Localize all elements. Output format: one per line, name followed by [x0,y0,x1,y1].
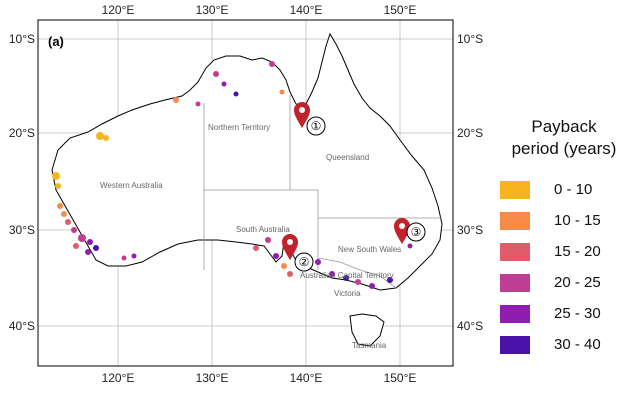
legend-label: 20 - 25 [554,274,601,291]
legend-item: 25 - 30 [500,298,636,329]
map-border [37,19,454,367]
legend-item: 30 - 40 [500,329,636,360]
payback-clusters [52,61,413,289]
x-tick-top: 140°E [290,3,323,17]
legend-item: 15 - 20 [500,236,636,267]
marker-2-label: ② [299,255,310,269]
legend-label: 30 - 40 [554,336,601,353]
legend-swatch [500,304,530,323]
x-tick-bottom: 150°E [384,371,417,385]
legend-rows: 0 - 10 10 - 15 15 - 20 20 - 25 25 - 30 30 - 4… [500,174,636,360]
x-tick-top: 130°E [196,3,229,17]
legend-swatch [500,273,530,292]
legend-item: 0 - 10 [500,174,636,205]
marker-1-label: ① [311,119,322,133]
legend-swatch [500,211,530,230]
y-tick-right: 10°S [457,32,483,46]
legend-label: 15 - 20 [554,243,601,260]
region-new-south-wales: New South Wales [338,245,401,254]
region-act: Australian Capital Territory [300,271,394,280]
x-tick-bottom: 140°E [290,371,323,385]
y-tick-right: 20°S [457,126,483,140]
legend-swatch [500,180,530,199]
right-y-ticks: 10°S 20°S 30°S 40°S [457,32,483,333]
marker-2: ② [282,234,314,272]
legend: Payback period (years) 0 - 10 10 - 15 15 -… [500,116,636,360]
tasmania [349,313,385,347]
legend-title-line1: Payback [531,117,597,136]
legend-label: 25 - 30 [554,305,601,322]
australia-mainland [51,32,443,291]
legend-label: 10 - 15 [554,212,601,229]
x-tick-bottom: 130°E [196,371,229,385]
legend-label: 0 - 10 [554,181,593,198]
region-tasmania: Tasmania [352,341,387,350]
y-tick-right: 30°S [457,223,483,237]
left-y-ticks: 10°S 20°S 30°S 40°S [9,32,35,333]
y-tick-left: 20°S [9,126,35,140]
x-tick-top: 120°E [102,3,135,17]
y-tick-left: 30°S [9,223,35,237]
marker-1: ① [294,102,326,136]
y-tick-right: 40°S [457,319,483,333]
legend-item: 20 - 25 [500,267,636,298]
legend-swatch [500,242,530,261]
panel-label: (a) [48,34,64,49]
y-tick-left: 10°S [9,32,35,46]
legend-title: Payback period (years) [492,116,636,160]
region-queensland: Queensland [326,153,369,162]
legend-swatch [500,335,530,354]
region-victoria: Victoria [334,289,361,298]
x-tick-bottom: 120°E [102,371,135,385]
state-borders [203,95,442,289]
y-tick-left: 40°S [9,319,35,333]
region-western-australia: Western Australia [100,181,163,190]
region-northern-territory: Northern Territory [208,123,270,132]
bottom-x-ticks: 120°E 130°E 140°E 150°E [102,371,417,385]
legend-item: 10 - 15 [500,205,636,236]
legend-title-line2: period (years) [511,139,617,158]
top-x-ticks: 120°E 130°E 140°E 150°E [102,3,417,17]
region-south-australia: South Australia [236,225,290,234]
marker-3: ③ [394,218,426,244]
marker-3-label: ③ [411,225,422,239]
x-tick-top: 150°E [384,3,417,17]
